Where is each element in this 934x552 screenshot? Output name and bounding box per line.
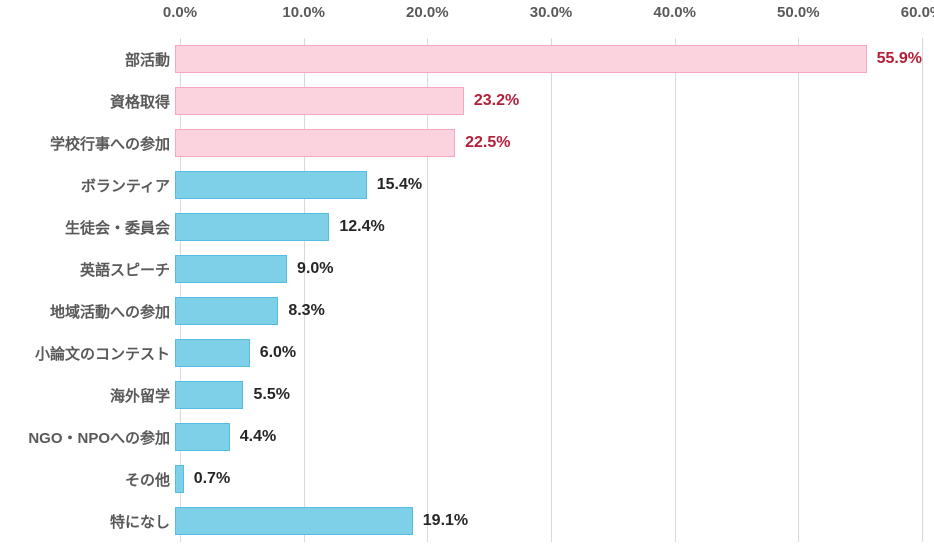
value-label: 9.0% — [297, 260, 333, 278]
x-tick-label: 20.0% — [406, 4, 449, 21]
horizontal-bar-chart: 0.0% 10.0% 20.0% 30.0% 40.0% 50.0% 60.0% 部活動 55… — [0, 0, 934, 552]
x-tick-label: 50.0% — [777, 4, 820, 21]
bar-cell: 55.9% — [175, 38, 922, 80]
bar-cell: 9.0% — [175, 248, 922, 290]
bar — [175, 213, 329, 241]
category-label: 地域活動への参加 — [0, 301, 175, 322]
category-label: 生徒会・委員会 — [0, 217, 175, 238]
value-label: 4.4% — [240, 428, 276, 446]
category-label: NGO・NPOへの参加 — [0, 427, 175, 448]
bar-cell: 15.4% — [175, 164, 922, 206]
bar-cell: 5.5% — [175, 374, 922, 416]
bar-row: その他 0.7% — [0, 458, 922, 500]
bar-cell: 19.1% — [175, 500, 922, 542]
bar-cell: 0.7% — [175, 458, 922, 500]
bar-rows: 部活動 55.9% 資格取得 23.2% 学校行事への参加 22.5% ボランティア 15.4… — [0, 38, 922, 542]
category-label: 部活動 — [0, 49, 175, 70]
value-label: 5.5% — [253, 386, 289, 404]
value-label: 15.4% — [377, 176, 422, 194]
gridline — [922, 38, 923, 542]
value-label: 0.7% — [194, 470, 230, 488]
bar-cell: 8.3% — [175, 290, 922, 332]
value-label: 22.5% — [465, 134, 510, 152]
category-label: 学校行事への参加 — [0, 133, 175, 154]
bar-row: ボランティア 15.4% — [0, 164, 922, 206]
bar — [175, 255, 287, 283]
x-tick-label: 40.0% — [653, 4, 696, 21]
category-label: 小論文のコンテスト — [0, 343, 175, 364]
bar — [175, 339, 250, 367]
x-tick-label: 0.0% — [163, 4, 197, 21]
category-label: 英語スピーチ — [0, 259, 175, 280]
value-label: 19.1% — [423, 512, 468, 530]
bar-cell: 6.0% — [175, 332, 922, 374]
x-axis: 0.0%10.0%20.0%30.0%40.0%50.0%60.0% — [180, 0, 922, 38]
value-label: 8.3% — [288, 302, 324, 320]
value-label: 6.0% — [260, 344, 296, 362]
bar — [175, 87, 464, 115]
bar-row: 部活動 55.9% — [0, 38, 922, 80]
bar-row: 特になし 19.1% — [0, 500, 922, 542]
value-label: 55.9% — [877, 50, 922, 68]
bar-cell: 22.5% — [175, 122, 922, 164]
bar-row: 資格取得 23.2% — [0, 80, 922, 122]
category-label: 海外留学 — [0, 385, 175, 406]
category-label: その他 — [0, 469, 175, 490]
x-tick-label: 60.0% — [901, 4, 934, 21]
bar — [175, 45, 867, 73]
bar-row: 地域活動への参加 8.3% — [0, 290, 922, 332]
bar — [175, 297, 278, 325]
bar-row: NGO・NPOへの参加 4.4% — [0, 416, 922, 458]
bar-cell: 23.2% — [175, 80, 922, 122]
bar — [175, 171, 367, 199]
bar-row: 海外留学 5.5% — [0, 374, 922, 416]
bar — [175, 129, 455, 157]
bar-row: 生徒会・委員会 12.4% — [0, 206, 922, 248]
category-label: 特になし — [0, 511, 175, 532]
bar-cell: 12.4% — [175, 206, 922, 248]
category-label: ボランティア — [0, 175, 175, 196]
bar-row: 小論文のコンテスト 6.0% — [0, 332, 922, 374]
bar — [175, 507, 413, 535]
bar-cell: 4.4% — [175, 416, 922, 458]
bar — [175, 465, 184, 493]
bar-row: 学校行事への参加 22.5% — [0, 122, 922, 164]
bar — [175, 423, 230, 451]
category-label: 資格取得 — [0, 91, 175, 112]
value-label: 12.4% — [339, 218, 384, 236]
x-tick-label: 30.0% — [530, 4, 573, 21]
bar-row: 英語スピーチ 9.0% — [0, 248, 922, 290]
value-label: 23.2% — [474, 92, 519, 110]
bar — [175, 381, 243, 409]
x-tick-label: 10.0% — [282, 4, 325, 21]
